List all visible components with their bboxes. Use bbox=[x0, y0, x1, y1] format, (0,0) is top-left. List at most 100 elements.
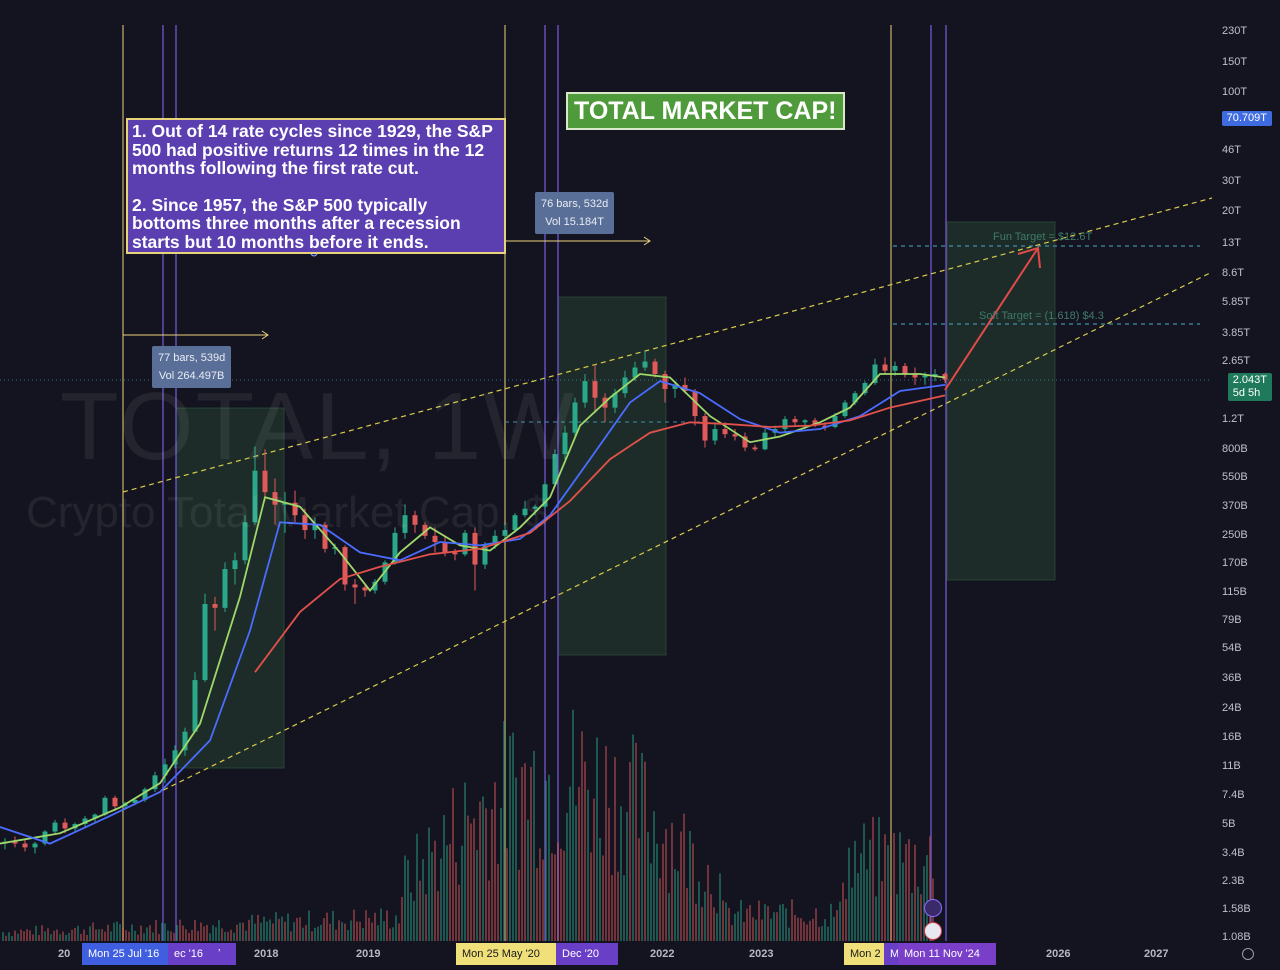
volume-bar bbox=[401, 896, 403, 941]
volume-bar bbox=[869, 839, 871, 941]
candle-body bbox=[802, 420, 808, 423]
volume-bar bbox=[149, 925, 151, 941]
y-tick-label: 1.08B bbox=[1222, 931, 1251, 943]
lightning-icon[interactable] bbox=[924, 899, 942, 917]
volume-bar bbox=[911, 892, 913, 941]
volume-bar bbox=[788, 927, 790, 941]
channel-lower bbox=[122, 271, 1213, 811]
volume-bar bbox=[884, 834, 886, 941]
volume-bar bbox=[434, 840, 436, 941]
time-chip-dec-20[interactable]: Dec '20 bbox=[556, 943, 618, 965]
volume-bar bbox=[731, 925, 733, 941]
volume-bar bbox=[749, 905, 751, 941]
time-chip-may-20[interactable]: Mon 25 May '20 bbox=[456, 943, 556, 965]
y-tick-label: 13T bbox=[1222, 237, 1241, 249]
volume-bar bbox=[515, 777, 517, 941]
time-chip-dec-16-b[interactable]: ʼ bbox=[212, 943, 236, 965]
volume-bar bbox=[197, 930, 199, 941]
volume-bar bbox=[542, 859, 544, 941]
time-chip-nov-24[interactable]: Mon 11 Nov '24 bbox=[898, 943, 996, 965]
volume-bar bbox=[797, 917, 799, 941]
volume-bar bbox=[314, 927, 316, 941]
range-stat-1[interactable]: 77 bars, 539d Vol 264.497B bbox=[152, 346, 232, 388]
y-tick-label: 36B bbox=[1222, 672, 1242, 684]
volume-bar bbox=[740, 899, 742, 941]
y-tick-label: 24B bbox=[1222, 702, 1242, 714]
volume-bar bbox=[680, 831, 682, 941]
volume-bar bbox=[617, 871, 619, 941]
volume-bar bbox=[236, 924, 238, 941]
range-stat-2[interactable]: 76 bars, 532d Vol 15.184T bbox=[535, 192, 615, 234]
y-tick-label: 5B bbox=[1222, 818, 1236, 830]
volume-bar bbox=[566, 812, 568, 941]
volume-bar bbox=[827, 926, 829, 941]
candle-body bbox=[492, 535, 498, 546]
candle-body bbox=[222, 569, 228, 608]
candle-body bbox=[672, 384, 678, 389]
time-chip-mon-2[interactable]: Mon 2 bbox=[844, 943, 884, 965]
volume-bar bbox=[710, 894, 712, 941]
volume-bar bbox=[359, 921, 361, 941]
candle-body bbox=[712, 429, 718, 441]
volume-bar bbox=[269, 919, 271, 941]
y-tick-label: 550B bbox=[1222, 471, 1248, 483]
volume-bar bbox=[773, 912, 775, 941]
volume-bar bbox=[326, 912, 328, 941]
volume-bar bbox=[71, 929, 73, 941]
volume-bar bbox=[242, 922, 244, 941]
volume-bar bbox=[830, 903, 832, 941]
volume-bar bbox=[590, 852, 592, 941]
volume-bar bbox=[503, 720, 505, 941]
candle-body bbox=[192, 680, 198, 732]
volume-bar bbox=[341, 922, 343, 941]
volume-bar bbox=[263, 916, 265, 941]
candle-body bbox=[582, 381, 588, 403]
candle-body bbox=[82, 818, 88, 825]
time-chip-dec-16[interactable]: ec '16 bbox=[168, 943, 224, 965]
candle-body bbox=[102, 797, 108, 815]
candle-body bbox=[752, 447, 758, 450]
volume-bar bbox=[143, 933, 145, 941]
volume-bar bbox=[380, 908, 382, 941]
volume-bar bbox=[299, 917, 301, 941]
projection-arrow-head bbox=[1017, 246, 1041, 269]
volume-bar bbox=[836, 910, 838, 941]
volume-bar bbox=[98, 929, 100, 941]
volume-bar bbox=[119, 924, 121, 941]
volume-bar bbox=[665, 829, 667, 941]
volume-bar bbox=[50, 934, 52, 941]
volume-bar bbox=[296, 917, 298, 941]
candle-body bbox=[572, 402, 578, 433]
volume-bar bbox=[689, 830, 691, 941]
note-box[interactable]: 1. Out of 14 rate cycles since 1929, the… bbox=[126, 118, 506, 254]
volume-bar bbox=[386, 910, 388, 941]
volume-bar bbox=[245, 930, 247, 941]
volume-bar bbox=[329, 923, 331, 941]
candle-body bbox=[62, 822, 68, 829]
volume-bar bbox=[356, 921, 358, 941]
volume-bar bbox=[809, 920, 811, 941]
us-flag-icon[interactable] bbox=[924, 922, 942, 940]
volume-bar bbox=[902, 862, 904, 941]
volume-bar bbox=[311, 931, 313, 941]
volume-bar bbox=[875, 896, 877, 941]
volume-bar bbox=[164, 923, 166, 941]
time-chip-jul-16[interactable]: Mon 25 Jul '16 bbox=[82, 943, 180, 965]
volume-bar bbox=[212, 925, 214, 941]
volume-bar bbox=[8, 932, 10, 941]
volume-bar bbox=[770, 918, 772, 941]
volume-bar bbox=[881, 881, 883, 941]
volume-bar bbox=[152, 932, 154, 941]
volume-bar bbox=[80, 933, 82, 941]
volume-bar bbox=[812, 918, 814, 941]
volume-bar bbox=[518, 869, 520, 941]
volume-bar bbox=[572, 709, 574, 941]
volume-bar bbox=[668, 893, 670, 941]
volume-bar bbox=[383, 921, 385, 941]
x-label-2019: 2019 bbox=[356, 948, 381, 960]
volume-bar bbox=[605, 746, 607, 941]
range-box-2 bbox=[557, 296, 667, 656]
settings-gear-icon[interactable] bbox=[1242, 948, 1254, 960]
candle-body bbox=[232, 560, 238, 570]
volume-bar bbox=[917, 886, 919, 941]
